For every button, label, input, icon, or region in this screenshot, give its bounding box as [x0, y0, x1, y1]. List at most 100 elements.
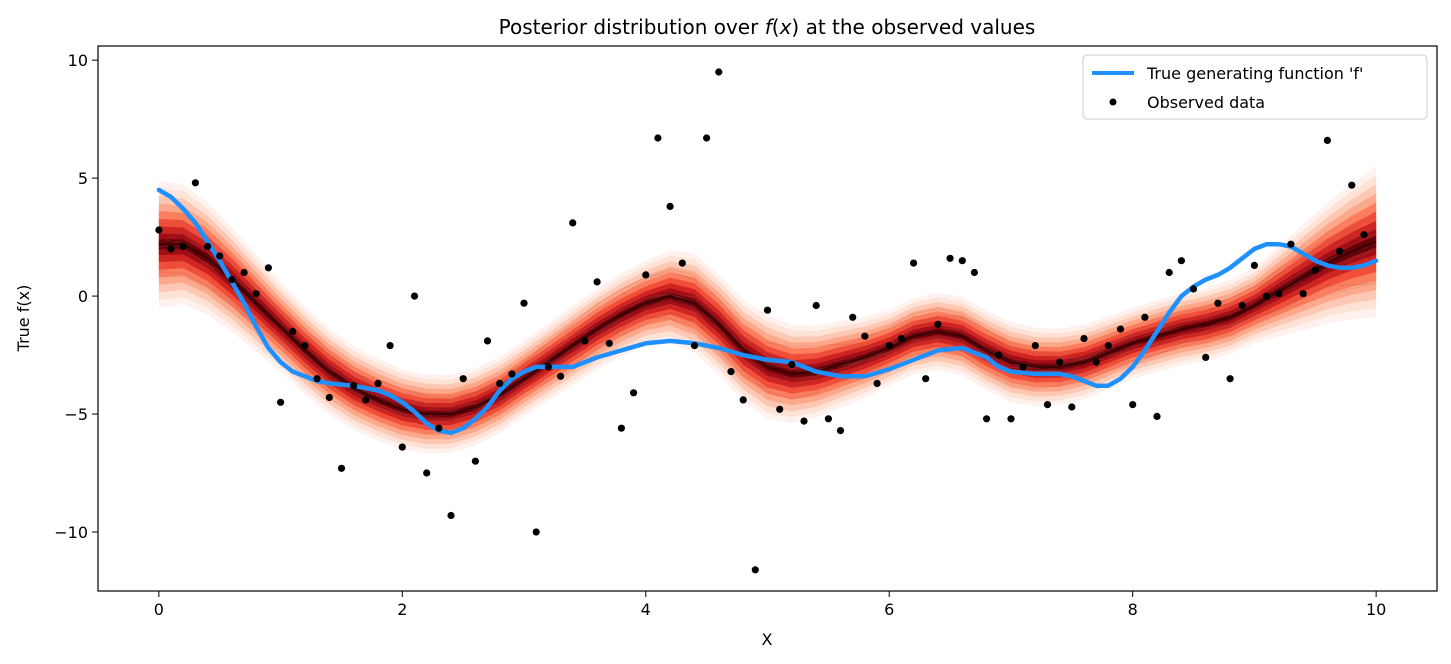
observed-point — [1043, 401, 1052, 409]
posterior-sample-line — [158, 233, 1377, 404]
observed-point — [1189, 285, 1198, 293]
observed-point — [1250, 261, 1258, 269]
observed-point — [216, 252, 224, 260]
legend-box — [1082, 54, 1428, 120]
y-tick-label: 5 — [78, 169, 88, 188]
observed-point — [313, 375, 321, 383]
observed-point — [435, 424, 443, 432]
observed-point — [861, 332, 869, 340]
observed-point — [1299, 290, 1307, 298]
observed-point — [593, 278, 601, 286]
observed-point — [1141, 313, 1149, 321]
observed-point — [1238, 301, 1246, 310]
observed-point — [1360, 231, 1368, 239]
observed-point — [483, 337, 492, 345]
observed-point — [496, 379, 504, 387]
observed-point — [1056, 358, 1064, 366]
observed-point — [642, 271, 650, 279]
observed-point — [715, 68, 723, 76]
y-tick-label: −5 — [64, 405, 88, 424]
x-tick-label: 8 — [1128, 600, 1138, 619]
plot-frame — [97, 45, 1438, 592]
posterior-median-line — [158, 240, 1377, 416]
observed-point — [1019, 363, 1027, 371]
observed-point — [167, 245, 175, 253]
observed-point — [849, 313, 857, 321]
posterior-sample-line — [158, 215, 1377, 417]
observed-point — [557, 372, 565, 380]
y-tick-label: 10 — [68, 51, 88, 70]
observed-point — [386, 342, 394, 350]
observed-point — [897, 335, 906, 343]
observed-point — [1311, 266, 1319, 274]
observed-point — [654, 134, 662, 142]
observed-point — [1153, 412, 1161, 420]
observed-point — [812, 301, 820, 310]
legend: True generating function 'f' Observed da… — [1082, 54, 1428, 120]
observed-point — [678, 259, 686, 267]
observed-point — [776, 405, 784, 413]
observed-point — [1226, 375, 1234, 383]
chart-title: Posterior distribution over f(x) at the … — [499, 15, 1036, 39]
observed-point — [751, 566, 759, 574]
observed-point — [1275, 290, 1283, 298]
observed-point — [325, 393, 333, 402]
x-axis-ticks: 0 2 4 6 8 10 — [154, 591, 1386, 619]
observed-point — [1214, 299, 1222, 307]
observed-point — [155, 226, 163, 234]
observed-point — [374, 379, 382, 387]
observed-point — [922, 375, 930, 383]
observed-point — [1287, 240, 1295, 248]
posterior-sample-line — [158, 211, 1377, 409]
observed-point — [1202, 353, 1210, 361]
posterior-sample-line — [158, 228, 1377, 423]
observed-point — [1165, 268, 1173, 277]
observed-point — [1129, 401, 1137, 409]
observed-point — [362, 396, 370, 404]
x-tick-label: 0 — [154, 600, 164, 619]
posterior-sample-line — [158, 221, 1377, 422]
y-axis-label: True f(x) — [14, 285, 33, 353]
posterior-sample-line — [158, 243, 1377, 405]
observed-point — [836, 427, 845, 435]
observed-point — [520, 299, 528, 307]
observed-point — [240, 268, 248, 277]
observed-point — [179, 242, 187, 251]
observed-point — [289, 327, 297, 336]
observed-point — [350, 382, 358, 390]
observed-point — [410, 292, 419, 300]
observed-point — [1068, 403, 1076, 411]
observed-point — [508, 370, 516, 378]
observed-point — [934, 320, 942, 328]
observed-point — [459, 375, 467, 383]
observed-point — [1007, 415, 1015, 423]
observed-point — [1092, 358, 1100, 366]
x-tick-label: 2 — [397, 600, 407, 619]
observed-point — [885, 342, 893, 350]
y-tick-label: −10 — [54, 523, 88, 542]
observed-point — [252, 290, 260, 298]
y-tick-label: 0 — [78, 287, 88, 306]
observed-point — [1323, 136, 1331, 144]
posterior-sample-line — [158, 239, 1377, 403]
observed-point — [337, 464, 346, 472]
observed-point — [983, 415, 991, 423]
observed-point — [1336, 247, 1344, 255]
posterior-median-path — [158, 240, 1377, 416]
observed-point — [910, 259, 918, 267]
observed-point — [788, 360, 796, 369]
observed-point — [277, 398, 285, 406]
posterior-sample-line — [158, 228, 1377, 418]
posterior-sample-line — [158, 225, 1377, 413]
x-tick-label: 10 — [1366, 600, 1386, 619]
observed-point — [958, 257, 966, 265]
observed-point — [1031, 342, 1039, 350]
observed-point — [739, 396, 747, 404]
observed-point — [873, 379, 881, 387]
posterior-sample-line — [158, 239, 1377, 413]
observed-point — [544, 363, 553, 371]
posterior-sample-line — [158, 232, 1377, 421]
observed-point — [1263, 292, 1271, 300]
observed-point — [447, 511, 455, 520]
